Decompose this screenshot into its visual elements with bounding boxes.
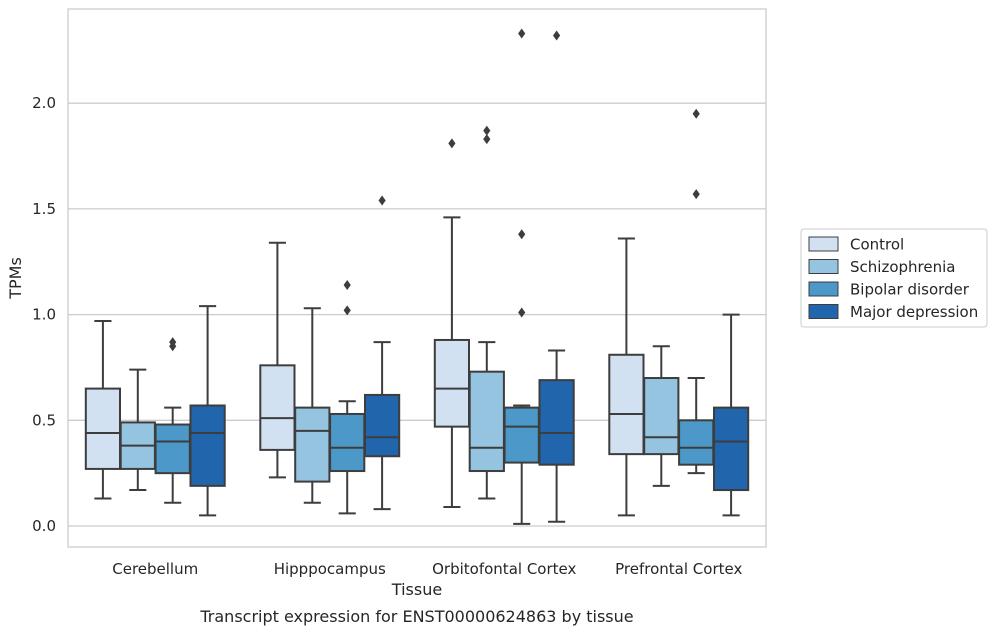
y-axis-ticks: 0.0 0.5 1.0 1.5 2.0 bbox=[32, 94, 56, 535]
box bbox=[468, 125, 505, 500]
y-tick-label: 0.0 bbox=[32, 517, 56, 535]
outlier-point bbox=[343, 280, 351, 291]
outlier-point bbox=[343, 305, 351, 316]
box bbox=[538, 30, 575, 523]
outlier-point bbox=[378, 195, 386, 206]
legend-swatch bbox=[808, 281, 839, 297]
box-iqr bbox=[643, 377, 680, 456]
x-tick-label: Cerebellum bbox=[112, 560, 198, 578]
outlier-point bbox=[553, 30, 561, 41]
x-tick-label: Orbitofontal Cortex bbox=[432, 560, 576, 578]
x-tick-label: Prefrontal Cortex bbox=[615, 560, 742, 578]
box bbox=[503, 28, 540, 525]
y-tick-label: 1.0 bbox=[32, 306, 56, 324]
box-iqr bbox=[503, 406, 540, 464]
box-iqr bbox=[538, 379, 575, 466]
box bbox=[363, 195, 401, 511]
box bbox=[84, 319, 122, 500]
box-iqr bbox=[189, 404, 226, 487]
box bbox=[712, 313, 750, 517]
box-iqr bbox=[294, 406, 331, 483]
legend-swatch bbox=[808, 236, 839, 252]
box bbox=[433, 138, 471, 508]
x-axis-label: Tissue bbox=[391, 580, 442, 599]
box-iqr bbox=[433, 338, 471, 428]
box-iqr bbox=[363, 393, 401, 458]
box bbox=[294, 307, 331, 504]
outlier-point bbox=[448, 138, 456, 149]
box-iqr bbox=[678, 419, 715, 466]
legend: Control Schizophrenia Bipolar disorder Majo… bbox=[800, 228, 988, 328]
legend-label: Schizophrenia bbox=[850, 258, 955, 276]
y-tick-label: 2.0 bbox=[32, 94, 56, 112]
box-iqr bbox=[329, 412, 366, 473]
box-iqr bbox=[468, 370, 505, 473]
box-iqr bbox=[259, 364, 296, 451]
box bbox=[259, 241, 296, 479]
legend-frame bbox=[800, 228, 988, 328]
box bbox=[608, 237, 645, 517]
outlier-point bbox=[483, 125, 491, 136]
box-group bbox=[84, 28, 750, 525]
y-axis-label: TPMs bbox=[6, 257, 25, 300]
outlier-point bbox=[169, 337, 177, 348]
x-axis-ticks: Cerebellum Hipppocampus Orbitofontal Corte… bbox=[112, 560, 742, 578]
outlier-point bbox=[692, 189, 700, 200]
outlier-point bbox=[692, 108, 700, 119]
box bbox=[119, 368, 156, 492]
legend-label: Bipolar disorder bbox=[850, 281, 970, 299]
chart-caption: Transcript expression for ENST0000062486… bbox=[199, 607, 633, 626]
box bbox=[643, 345, 680, 487]
outlier-point bbox=[518, 229, 526, 240]
plot-area-frame bbox=[67, 8, 767, 548]
box-iqr bbox=[84, 387, 122, 470]
legend-swatch bbox=[808, 259, 839, 274]
box bbox=[678, 108, 715, 475]
outlier-point bbox=[483, 134, 491, 145]
legend-swatch bbox=[808, 304, 839, 319]
outlier-point bbox=[518, 28, 526, 39]
box bbox=[189, 305, 226, 517]
legend-label: Major depression bbox=[850, 303, 978, 321]
box-iqr bbox=[154, 423, 191, 475]
box-iqr bbox=[712, 406, 750, 492]
box bbox=[154, 337, 191, 504]
box bbox=[329, 280, 366, 515]
outlier-point bbox=[518, 307, 526, 318]
legend-label: Control bbox=[850, 236, 904, 254]
y-tick-label: 1.5 bbox=[32, 200, 56, 218]
box-iqr bbox=[608, 353, 645, 456]
y-tick-label: 0.5 bbox=[32, 411, 56, 429]
x-tick-label: Hipppocampus bbox=[274, 560, 386, 578]
